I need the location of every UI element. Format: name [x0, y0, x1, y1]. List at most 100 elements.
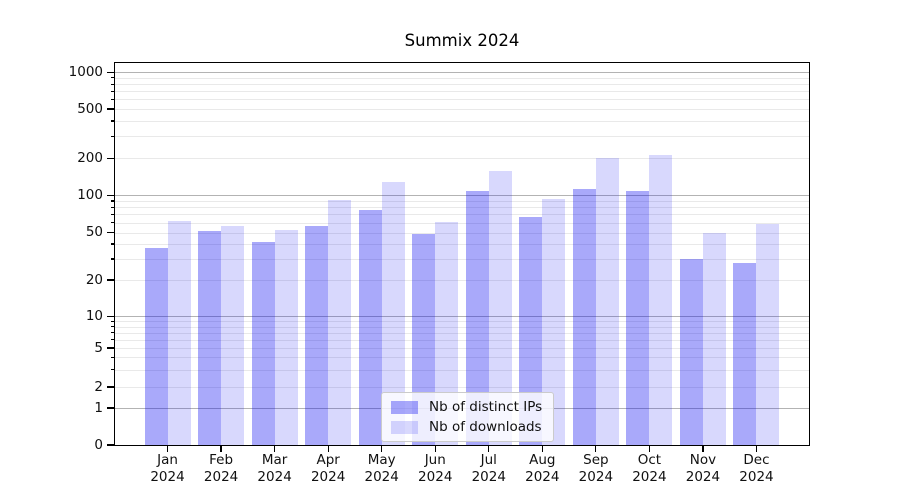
x-tick-label-aug: Aug 2024 [507, 452, 577, 486]
gridline-minor-6 [115, 339, 809, 341]
gridline-minor-900 [115, 77, 809, 79]
y-minor-tick-mark-700 [110, 90, 114, 92]
y-tick-label-50: 50 [85, 224, 103, 240]
y-tick-label-100: 100 [77, 186, 103, 203]
legend-item-distinct-ips: Nb of distinct IPs [391, 399, 542, 415]
y-minor-tick-mark-3 [110, 369, 114, 371]
x-tick-mark-may [381, 446, 383, 452]
y-minor-tick-mark-70 [110, 213, 114, 216]
x-tick-month: Dec [743, 452, 770, 468]
x-tick-year: 2024 [578, 469, 614, 485]
gridline-minor-9 [115, 321, 809, 323]
y-tick-mark-0 [107, 444, 114, 446]
x-tick-year: 2024 [203, 469, 239, 485]
gridline-minor-500 [115, 109, 809, 110]
x-tick-label-sep: Sep 2024 [561, 452, 631, 486]
bar-distinct-ips-may [358, 210, 382, 445]
x-tick-label-feb: Feb 2024 [186, 452, 256, 486]
y-tick-label-20: 20 [85, 271, 103, 288]
y-tick-label-200: 200 [77, 149, 103, 166]
gridline-minor-50 [115, 232, 809, 234]
y-tick-label-500: 500 [77, 100, 103, 117]
x-tick-year: 2024 [364, 469, 399, 485]
x-tick-label-jun: Jun 2024 [400, 452, 470, 486]
x-tick-year: 2024 [418, 469, 453, 485]
bar-downloads-dec [756, 223, 780, 445]
y-minor-tick-mark-4 [110, 356, 114, 359]
x-tick-month: Jan [157, 452, 178, 468]
bar-downloads-feb [221, 226, 245, 445]
legend: Nb of distinct IPs Nb of downloads [381, 392, 555, 442]
y-tick-label-5: 5 [94, 339, 103, 356]
gridline-minor-30 [115, 258, 809, 260]
gridline-minor-700 [115, 91, 809, 93]
y-minor-tick-mark-8 [110, 325, 114, 328]
bar-distinct-ips-feb [198, 231, 222, 445]
bar-downloads-aug [542, 198, 566, 445]
x-tick-label-dec: Dec 2024 [721, 452, 791, 486]
y-tick-mark-1 [107, 407, 114, 409]
y-tick-label-2: 2 [94, 378, 103, 395]
x-tick-month: May [367, 452, 396, 468]
y-minor-tick-mark-20 [110, 279, 114, 281]
y-minor-tick-mark-2 [110, 386, 114, 388]
gridline-minor-8 [115, 326, 809, 328]
x-tick-month: Sep [583, 452, 609, 468]
gridline-minor-4 [115, 357, 809, 359]
y-minor-tick-mark-600 [110, 98, 114, 100]
x-tick-label-nov: Nov 2024 [668, 452, 738, 486]
x-tick-mark-apr [327, 446, 329, 452]
chart-title: Summix 2024 [404, 31, 520, 50]
y-minor-tick-mark-30 [110, 258, 114, 260]
bar-distinct-ips-nov [679, 258, 703, 445]
x-tick-month: Nov [689, 452, 717, 468]
bar-distinct-ips-sep [572, 188, 596, 445]
gridline-minor-5 [115, 348, 809, 349]
legend-label-downloads: Nb of downloads [429, 419, 542, 435]
x-tick-year: 2024 [632, 469, 667, 485]
gridline-major-10 [115, 316, 809, 318]
legend-swatch-distinct-ips-icon [391, 400, 418, 414]
y-tick-mark-100 [107, 194, 114, 196]
gridline-minor-3 [115, 369, 809, 371]
x-tick-year: 2024 [471, 469, 506, 485]
y-tick-label-0: 0 [94, 436, 103, 453]
y-tick-label-1000: 1000 [68, 63, 103, 80]
bar-downloads-jan [167, 220, 191, 445]
gridline-minor-20 [115, 280, 809, 281]
y-tick-mark-1000 [107, 71, 114, 73]
bar-distinct-ips-mar [251, 241, 275, 445]
y-minor-tick-mark-60 [110, 222, 114, 224]
y-minor-tick-mark-80 [110, 206, 114, 208]
x-tick-year: 2024 [525, 469, 560, 485]
x-tick-mark-dec [755, 446, 758, 452]
y-minor-tick-mark-40 [110, 243, 114, 245]
y-tick-mark-10 [107, 315, 114, 317]
x-tick-mark-oct [648, 446, 650, 452]
y-minor-tick-mark-9 [110, 320, 114, 322]
bar-distinct-ips-jan [144, 248, 168, 445]
bar-downloads-nov [702, 232, 726, 445]
x-tick-month: Feb [209, 452, 234, 468]
x-tick-month: Mar [261, 452, 288, 468]
x-tick-label-jul: Jul 2024 [454, 452, 524, 486]
y-minor-tick-mark-900 [110, 77, 114, 79]
y-tick-label-10: 10 [85, 307, 103, 324]
y-tick-label-1: 1 [94, 399, 103, 416]
gridline-minor-800 [115, 84, 809, 86]
y-minor-tick-mark-500 [110, 108, 114, 110]
y-minor-tick-mark-800 [110, 83, 114, 85]
x-tick-month: Jun [424, 452, 446, 468]
x-tick-mark-jun [434, 446, 436, 452]
bar-distinct-ips-aug [519, 216, 543, 445]
bar-downloads-jul [488, 170, 512, 445]
gridline-minor-80 [115, 207, 809, 209]
x-tick-mark-feb [220, 446, 222, 452]
x-tick-label-mar: Mar 2024 [240, 452, 310, 486]
gridline-minor-7 [115, 332, 809, 334]
y-minor-tick-mark-90 [110, 200, 114, 202]
x-tick-mark-nov [702, 446, 704, 452]
y-minor-tick-mark-300 [110, 135, 114, 138]
gridline-minor-200 [115, 158, 809, 160]
